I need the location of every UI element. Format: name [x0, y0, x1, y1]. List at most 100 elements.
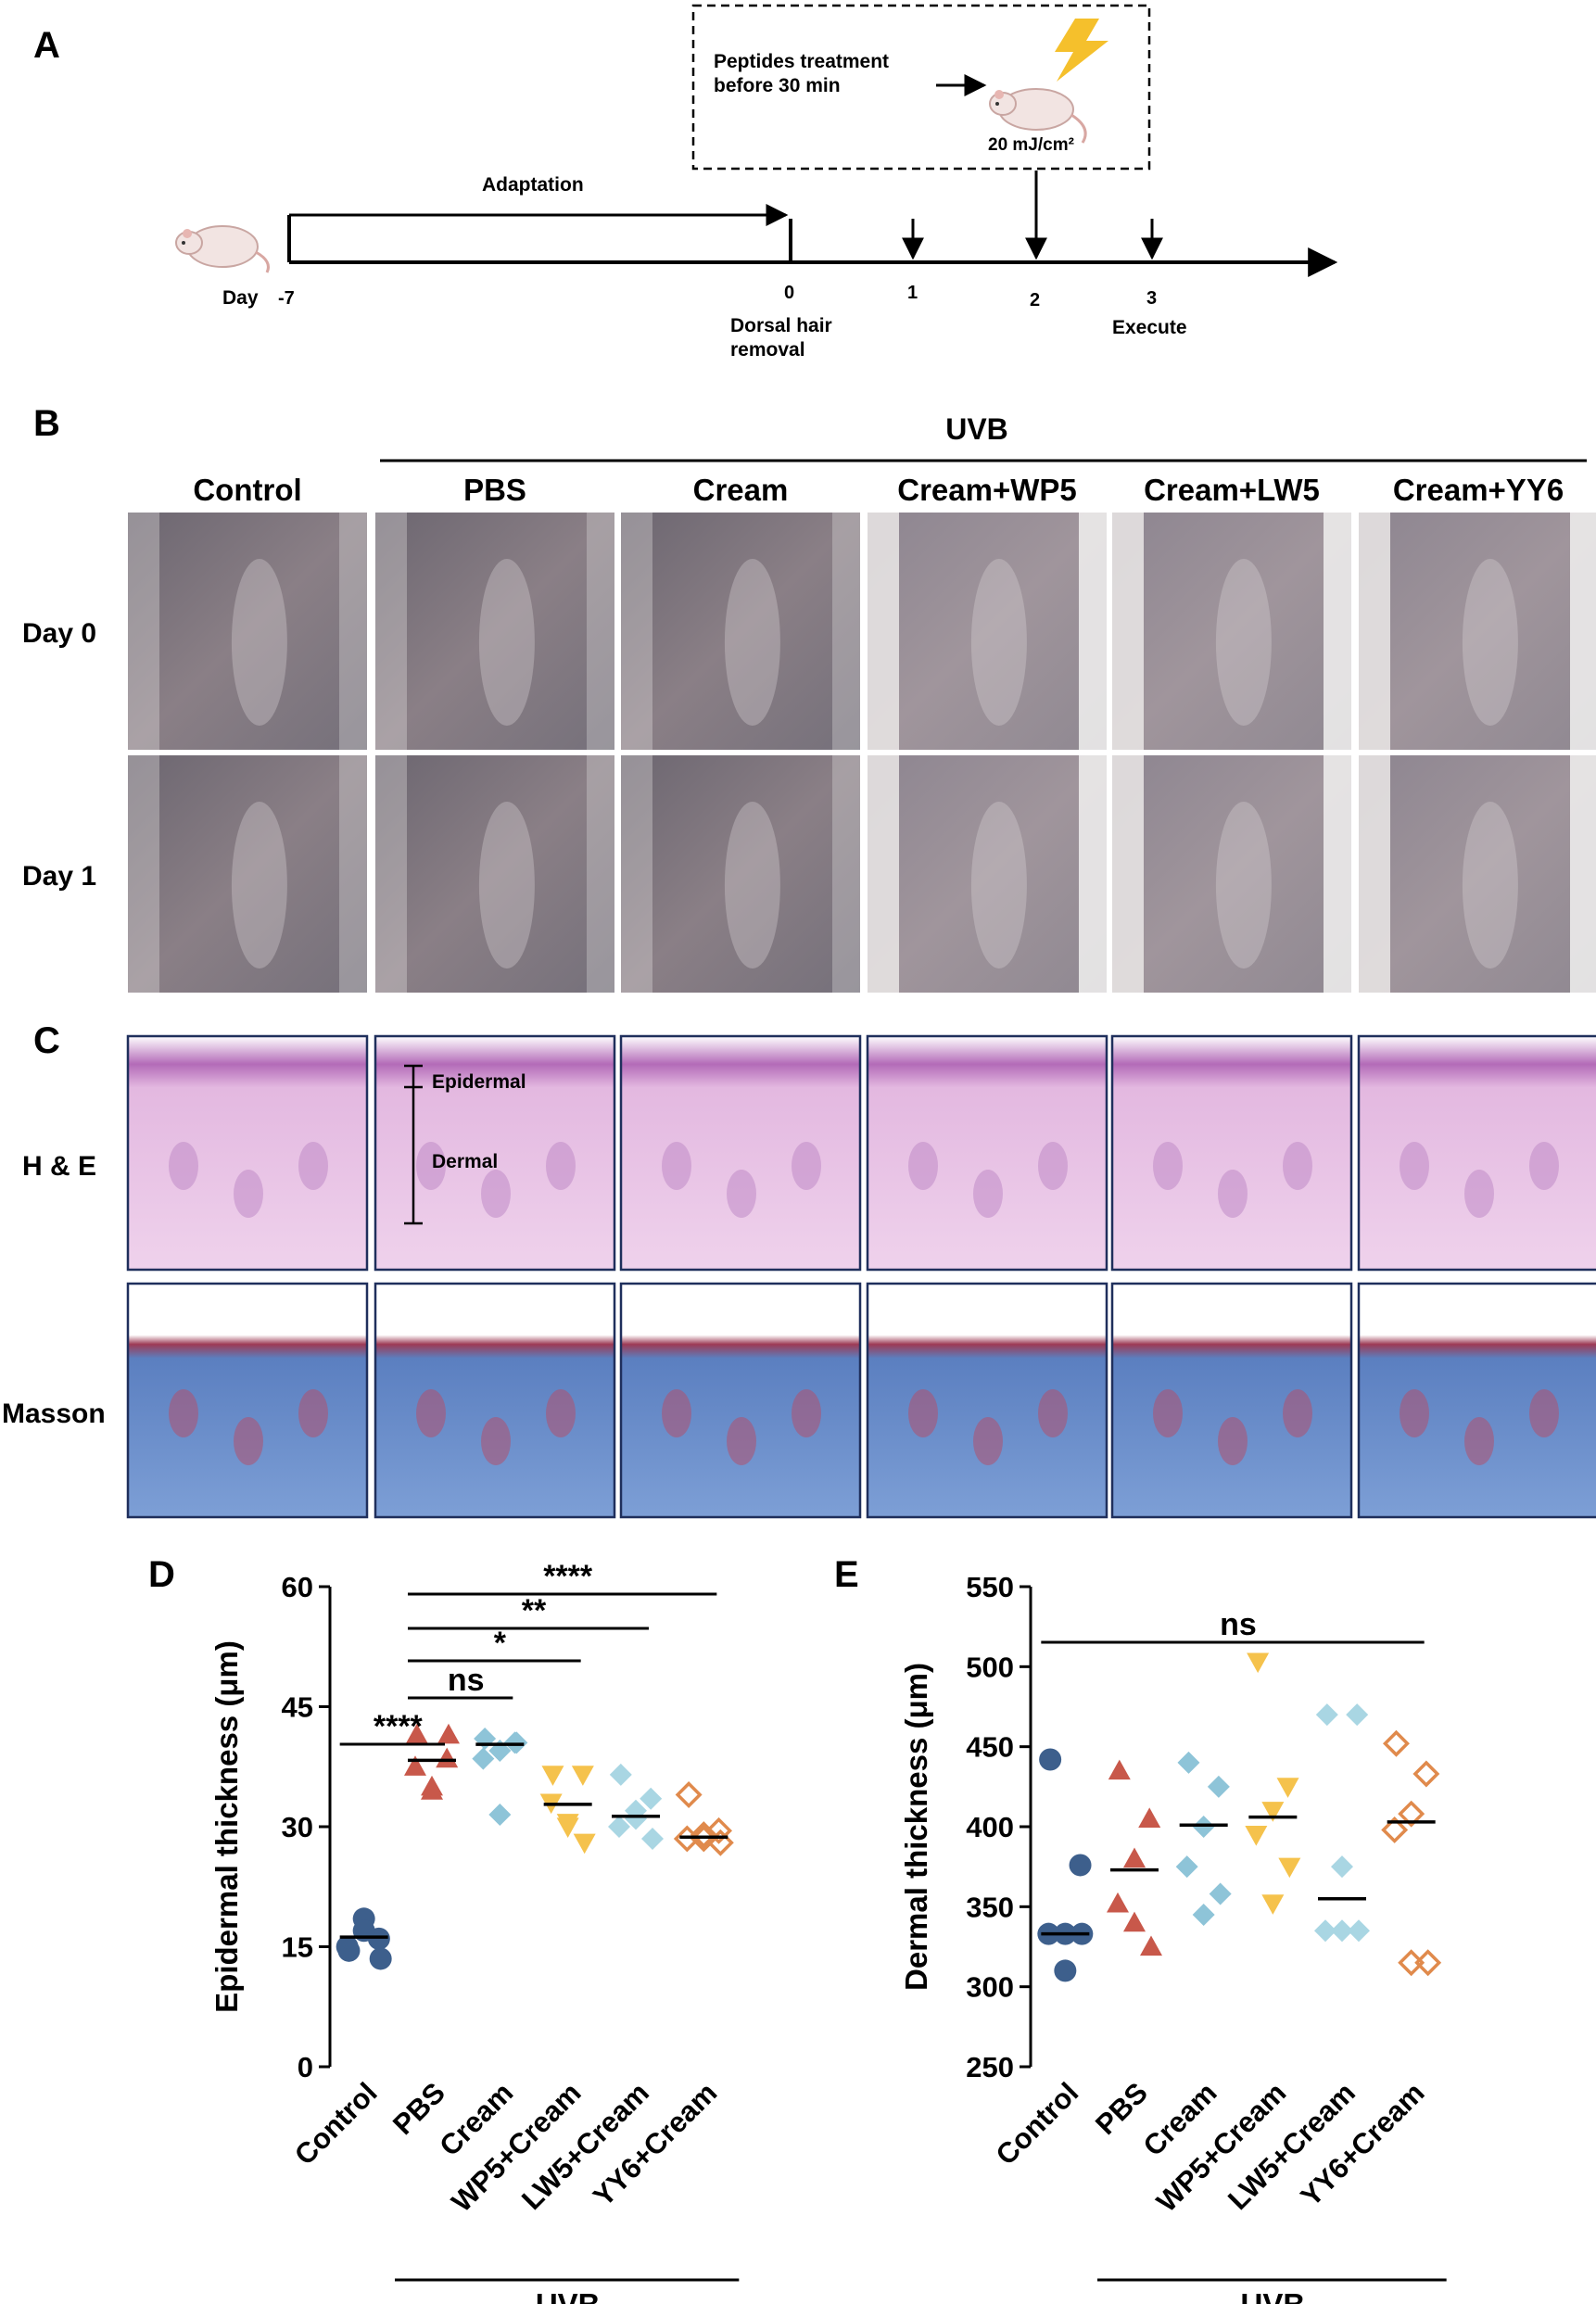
panel-b-letter: B [33, 403, 60, 444]
data-point [1209, 1882, 1232, 1905]
y-tick-label: 30 [282, 1811, 313, 1843]
mouse-icon [175, 225, 270, 273]
y-tick-label: 550 [966, 1571, 1014, 1603]
y-tick-label: 45 [282, 1691, 313, 1724]
execute-label: Execute [1112, 317, 1187, 338]
data-point [1177, 1751, 1200, 1774]
y-tick-label: 450 [966, 1731, 1014, 1764]
y-tick-label: 15 [282, 1931, 313, 1964]
data-point [1261, 1802, 1285, 1822]
panel-a: A Peptides treatment before 30 min 20 mJ… [33, 4, 1338, 361]
column-labels-b: Control PBS Cream Cream+WP5 Cream+LW5 Cream+Y… [193, 473, 1564, 507]
data-point [690, 1825, 717, 1853]
panel-c: C H & E Masson Epidermal Dermal [2, 1020, 1596, 1519]
he-stain-image [126, 1034, 369, 1272]
data-point [1314, 1919, 1336, 1943]
data-point [675, 1780, 703, 1808]
chart-dermal-thickness: 250 300 350 400 450 500 550 Dermal thickness (μ… [899, 1571, 1447, 2304]
treatment-text-line2: before 30 min [714, 75, 841, 96]
significance-label: **** [543, 1559, 593, 1594]
data-point [609, 1763, 632, 1786]
data-point [571, 1766, 594, 1786]
tick-label-1: 1 [907, 283, 918, 303]
y-tick-label: 400 [966, 1811, 1014, 1843]
x-tick-label: Control [990, 2076, 1085, 2171]
day-label: Day [222, 287, 259, 309]
mouse-icon [989, 88, 1087, 144]
he-stain-image [619, 1034, 862, 1272]
data-point [1382, 1729, 1410, 1757]
tick-label-2: 2 [1030, 290, 1040, 310]
data-point [1245, 1826, 1268, 1846]
data-point [1331, 1919, 1353, 1943]
significance-label: * [494, 1626, 507, 1661]
column-label: Control [193, 473, 301, 507]
panel-e-letter: E [834, 1554, 859, 1595]
data-point [641, 1827, 664, 1850]
dorsal-label-line2: removal [730, 339, 805, 361]
data-point [1412, 1760, 1440, 1788]
skin-photo [1112, 755, 1351, 993]
data-point [1192, 1903, 1215, 1926]
column-label: Cream+YY6 [1393, 473, 1564, 507]
data-point [437, 1723, 460, 1744]
data-point [1069, 1854, 1092, 1877]
y-tick-label: 60 [282, 1571, 313, 1603]
masson-stain-image [619, 1282, 862, 1519]
skin-photos-grid [128, 513, 1596, 993]
data-point [1331, 1855, 1353, 1879]
he-stain-image [374, 1034, 616, 1272]
data-point [690, 1821, 717, 1849]
skin-photo [868, 755, 1107, 993]
data-point [404, 1755, 426, 1776]
panel-c-letter: C [33, 1020, 60, 1061]
data-point [556, 1814, 579, 1834]
data-point [705, 1817, 733, 1844]
y-tick-label: 500 [966, 1651, 1014, 1683]
data-point [369, 1947, 392, 1970]
data-point [1054, 1959, 1077, 1982]
skin-photo [1359, 513, 1596, 750]
tick-label-3: 3 [1146, 288, 1157, 309]
skin-photo [375, 755, 614, 993]
data-point [1315, 1703, 1338, 1727]
data-point [1348, 1919, 1370, 1943]
uvb-label: UVB [536, 2287, 601, 2304]
data-point [436, 1747, 459, 1768]
data-point [488, 1804, 512, 1827]
masson-stain-image [374, 1282, 616, 1519]
x-tick-label: Control [288, 2076, 384, 2171]
tick-label-0: 0 [784, 283, 794, 303]
data-point [1175, 1855, 1198, 1879]
epidermal-annotation: Epidermal [432, 1071, 526, 1093]
he-stain-image [1357, 1034, 1596, 1272]
row-label: Day 0 [22, 618, 96, 649]
data-point [1381, 1816, 1409, 1843]
data-point [541, 1766, 564, 1786]
data-point [474, 1728, 497, 1751]
data-point [1140, 1935, 1162, 1956]
column-label: PBS [463, 473, 526, 507]
skin-photo [868, 513, 1107, 750]
data-point [640, 1787, 663, 1810]
row-label: Day 1 [22, 861, 96, 892]
data-point [1261, 1894, 1285, 1915]
panel-a-letter: A [33, 25, 60, 66]
skin-photo [128, 755, 367, 993]
data-point [1123, 1911, 1146, 1932]
masson-stain-image [866, 1282, 1108, 1519]
skin-photo [621, 513, 860, 750]
y-tick-label: 300 [966, 1971, 1014, 2004]
adaptation-label: Adaptation [482, 174, 584, 196]
data-point [1278, 1857, 1301, 1879]
chart-epidermal-thickness: 0 15 30 45 60 Epidermal thickness (μm) Control… [209, 1559, 740, 2304]
data-point [405, 1723, 428, 1744]
uvb-label-b: UVB [945, 412, 1008, 446]
y-axis-label: Dermal thickness (μm) [899, 1663, 933, 1991]
data-point [573, 1833, 596, 1855]
y-tick-label: 250 [966, 2051, 1014, 2083]
data-point [1346, 1703, 1369, 1727]
data-point [472, 1747, 495, 1770]
row-label: Masson [2, 1399, 106, 1429]
